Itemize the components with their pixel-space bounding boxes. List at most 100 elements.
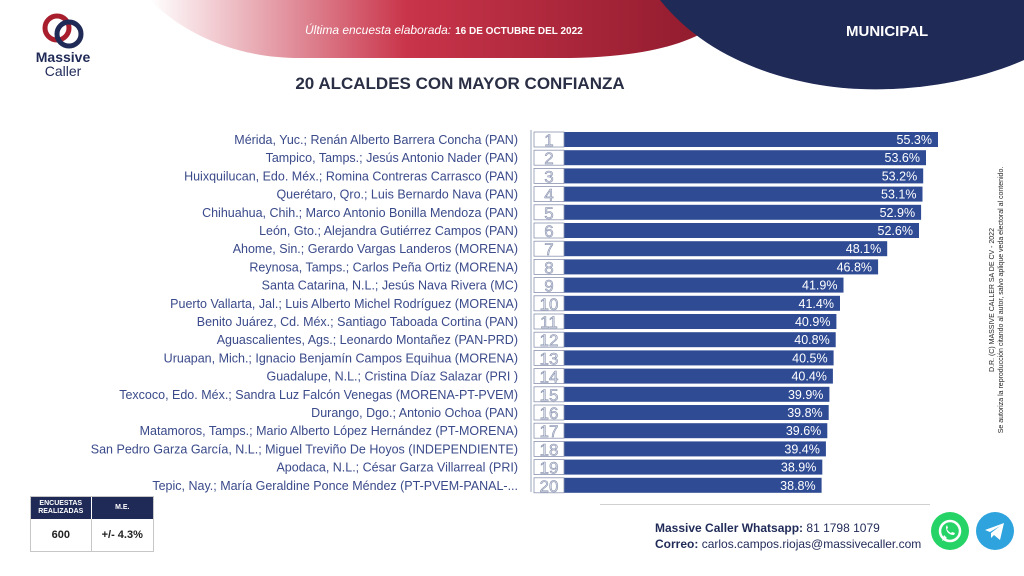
bar [548, 150, 926, 166]
telegram-icon[interactable] [976, 512, 1014, 550]
value-label: 52.6% [878, 224, 913, 238]
header-banner [150, 0, 1024, 90]
category-label: Apodaca, N.L.; César Garza Villarreal (P… [276, 461, 518, 475]
category-label: Chihuahua, Chih.; Marco Antonio Bonilla … [202, 206, 518, 220]
header-red-shape [150, 0, 720, 58]
rank-number: 17 [540, 422, 559, 441]
rank-box [533, 131, 565, 148]
value-label: 39.9% [788, 388, 823, 402]
value-label: 40.9% [795, 315, 830, 329]
rank-number: 2 [544, 149, 553, 168]
bar [548, 368, 833, 384]
bar [548, 186, 923, 202]
stats-header-me: M.E. [90, 497, 153, 519]
value-label: 53.6% [885, 151, 920, 165]
category-label: Mérida, Yuc.; Renán Alberto Barrera Conc… [234, 133, 518, 147]
rank-number: 13 [540, 349, 559, 368]
rank-number: 7 [544, 240, 553, 259]
stats-header-sample: ENCUESTAS REALIZADAS [31, 497, 91, 519]
bar [548, 459, 823, 475]
value-label: 38.9% [781, 461, 816, 475]
rank-box [533, 313, 565, 330]
category-label: Guadalupe, N.L.; Cristina Díaz Salazar (… [267, 370, 519, 384]
category-label: Querétaro, Qro.; Luis Bernardo Nava (PAN… [276, 188, 518, 202]
brand-name: Massive [35, 49, 91, 65]
category-label: Puerto Vallarta, Jal.; Luis Alberto Mich… [170, 297, 518, 311]
category-label: Huixquilucan, Edo. Méx.; Romina Contrera… [184, 169, 518, 183]
rank-box [533, 440, 565, 457]
bar [548, 314, 837, 329]
copyright-line2: Se autoriza la reproducción citando al a… [998, 166, 1005, 434]
rank-number: 19 [540, 459, 559, 478]
copyright-line1: D.R. (C) MASSIVE CALLER SA DE CV - 2022 [989, 228, 996, 372]
brand-logo: Massive Caller [30, 12, 96, 78]
rank-box [533, 331, 565, 348]
rank-box [533, 204, 565, 221]
rank-number: 10 [540, 295, 559, 314]
rank-number: 14 [540, 368, 559, 387]
rank-number: 16 [540, 404, 559, 423]
rank-box [533, 349, 565, 366]
rank-box [533, 277, 565, 294]
whatsapp-icon[interactable] [931, 512, 969, 550]
rank-box [533, 368, 565, 385]
value-label: 40.5% [792, 351, 827, 365]
value-label: 41.4% [799, 297, 834, 311]
bar [548, 223, 919, 238]
value-label: 46.8% [837, 260, 872, 274]
rank-number: 9 [544, 277, 553, 296]
whatsapp-label: Massive Caller Whatsapp: [655, 521, 804, 535]
email-label: Correo: [655, 537, 699, 551]
rank-box [533, 295, 565, 312]
category-label: Ahome, Sin.; Gerardo Vargas Landeros (MO… [233, 242, 518, 256]
category-label: León, Gto.; Alejandra Gutiérrez Campos (… [259, 224, 518, 238]
rank-number: 20 [540, 477, 559, 494]
footer-divider [600, 504, 930, 505]
value-label: 55.3% [897, 133, 932, 147]
survey-date-value: 16 DE OCTUBRE DEL 2022 [455, 26, 583, 37]
bar [548, 423, 828, 439]
value-label: 52.9% [880, 206, 915, 220]
logo-icon [42, 13, 84, 49]
category-label: Santa Catarina, N.L.; Jesús Nava Rivera … [262, 279, 518, 293]
bar [548, 405, 829, 420]
contact-info: Massive Caller Whatsapp: 81 1798 1079 Co… [655, 520, 921, 552]
rank-number: 4 [544, 186, 553, 205]
value-label: 39.4% [784, 442, 819, 456]
bar [548, 277, 844, 293]
category-label: Benito Juárez, Cd. Méx.; Santiago Taboad… [197, 315, 518, 329]
value-label: 53.2% [882, 169, 917, 183]
copyright-note: D.R. (C) MASSIVE CALLER SA DE CV - 2022 … [988, 120, 1012, 480]
category-label: Aguascalientes, Ags.; Leonardo Montañez … [217, 333, 518, 347]
category-label: San Pedro Garza García, N.L.; Miguel Tre… [91, 442, 518, 456]
rank-number: 5 [544, 204, 553, 223]
category-label: Reynosa, Tamps.; Carlos Peña Ortiz (MORE… [249, 260, 518, 274]
category-label: Durango, Dgo.; Antonio Ochoa (PAN) [311, 406, 518, 420]
value-label: 40.8% [794, 333, 829, 347]
rank-number: 12 [540, 331, 559, 350]
stats-me-value: +/- 4.3% [90, 519, 153, 551]
header-navy-shape [660, 0, 1024, 90]
rank-box [533, 168, 565, 184]
rank-number: 11 [540, 313, 558, 332]
bar [548, 259, 879, 275]
survey-date-label: Última encuesta elaborada: [305, 23, 452, 37]
rank-box [533, 386, 565, 403]
chart-title: 20 ALCALDES CON MAYOR CONFIANZA [295, 74, 625, 93]
bar [548, 386, 830, 402]
value-label: 39.8% [787, 406, 822, 420]
whatsapp-number[interactable]: 81 1798 1079 [806, 521, 880, 535]
rank-number: 15 [540, 386, 559, 405]
rank-box [533, 258, 565, 275]
category-label: Tampico, Tamps.; Jesús Antonio Nader (PA… [266, 151, 518, 165]
value-label: 53.1% [881, 188, 916, 202]
bar [548, 132, 938, 147]
email-link[interactable]: carlos.campos.riojas@massivecaller.com [701, 537, 922, 551]
bar [548, 441, 826, 457]
rank-number: 8 [544, 258, 553, 277]
rank-number: 3 [544, 167, 553, 186]
value-label: 38.8% [780, 479, 815, 493]
rank-box [533, 422, 565, 439]
category-label: Uruapan, Mich.; Ignacio Benjamín Campos … [164, 351, 518, 365]
bar [548, 204, 922, 220]
